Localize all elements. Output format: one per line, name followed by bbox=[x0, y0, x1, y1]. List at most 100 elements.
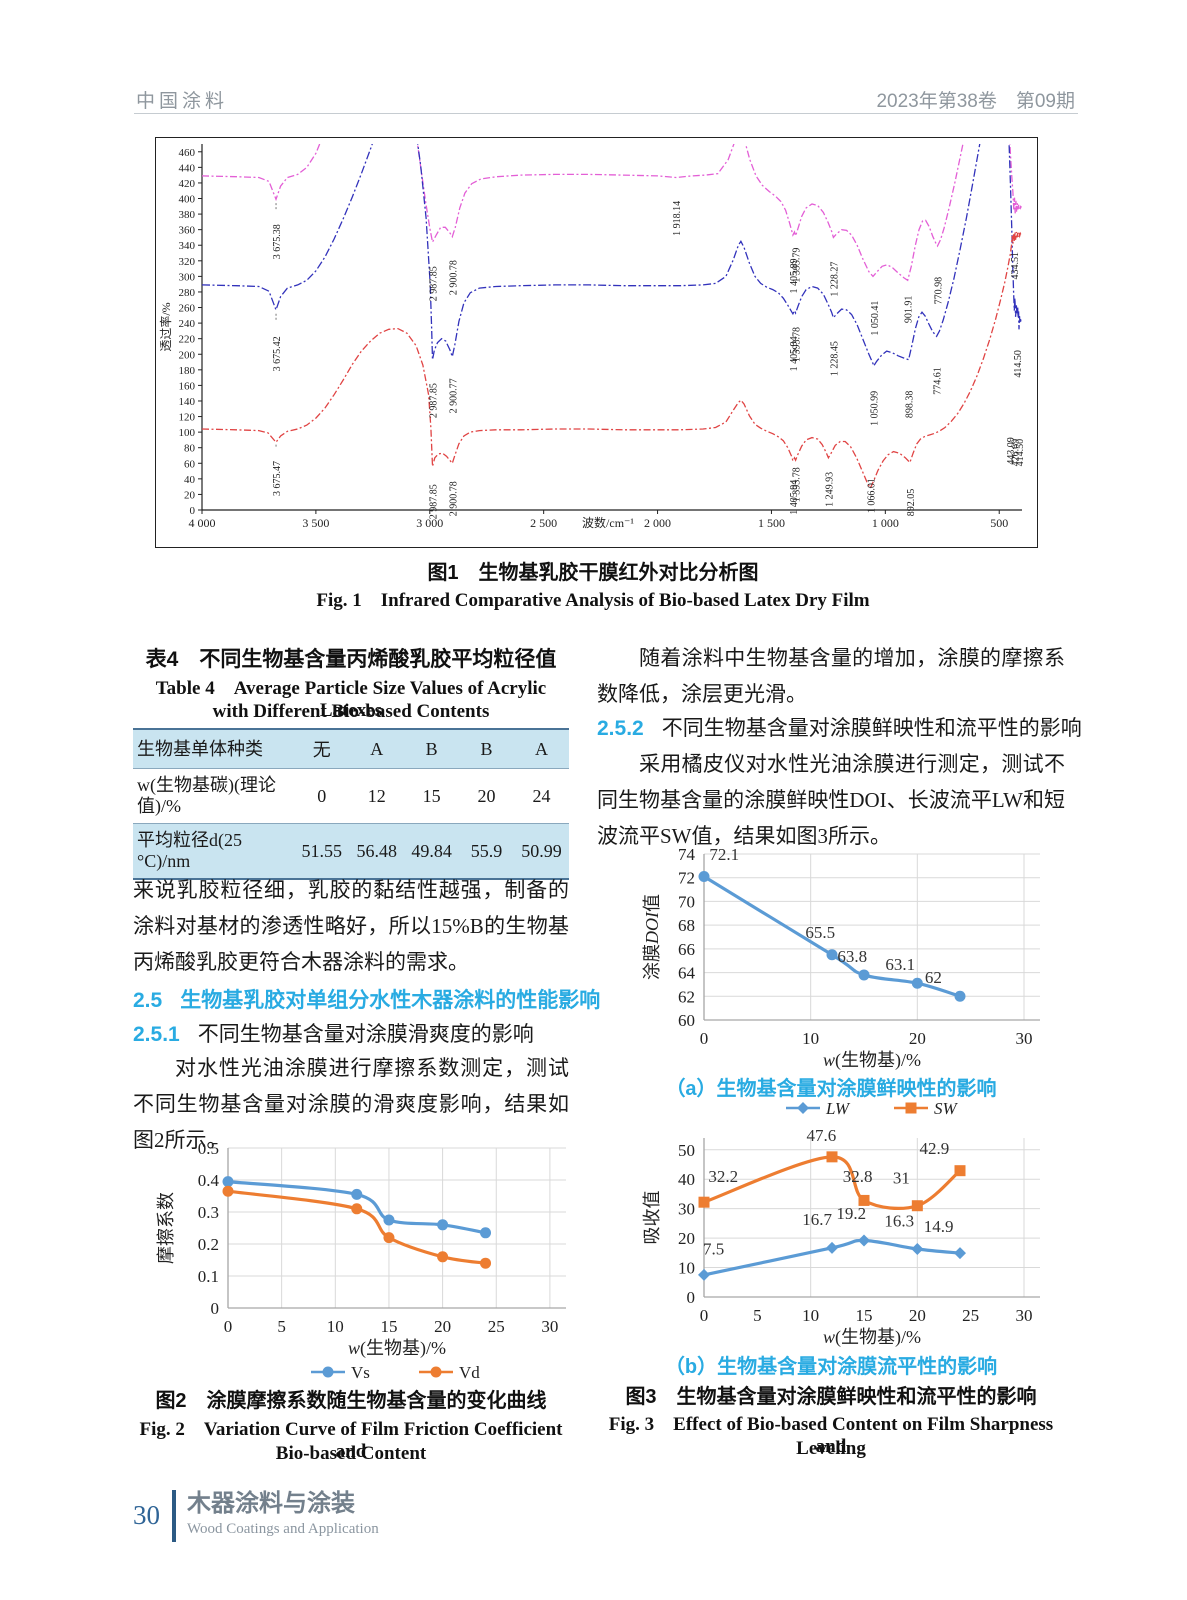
table-cell: 49.84 bbox=[411, 840, 452, 861]
svg-text:0: 0 bbox=[700, 1306, 709, 1325]
svg-text:透过率/%: 透过率/% bbox=[158, 302, 173, 351]
svg-text:2 987.85: 2 987.85 bbox=[429, 484, 440, 519]
svg-text:30: 30 bbox=[541, 1317, 558, 1336]
friction-coefficient-chart: 0 0.1 0.2 0.3 0.4 0.5 0 5 10 15 20 25 30 摩擦系数 w(生物基)/%… bbox=[156, 1139, 566, 1382]
figure3-caption-zh: 图3 生物基含量对涂膜鲜映性和流平性的影响 bbox=[625, 1386, 1037, 1408]
svg-text:25: 25 bbox=[962, 1306, 979, 1325]
svg-text:901.91: 901.91 bbox=[904, 296, 915, 324]
table4-title-en-1: Table 4 Average Particle Size Values of … bbox=[155, 678, 547, 721]
svg-text:68: 68 bbox=[678, 916, 695, 935]
svg-text:63.8: 63.8 bbox=[837, 947, 867, 966]
svg-text:0: 0 bbox=[700, 1029, 709, 1048]
svg-text:80: 80 bbox=[184, 443, 196, 455]
svg-text:5: 5 bbox=[753, 1306, 762, 1325]
svg-text:62: 62 bbox=[678, 987, 695, 1006]
svg-text:摩擦系数: 摩擦系数 bbox=[156, 1192, 176, 1264]
svg-text:10: 10 bbox=[678, 1259, 695, 1278]
svg-text:0.2: 0.2 bbox=[198, 1235, 219, 1254]
paragraph-doi-test: 采用橘皮仪对水性光油涂膜进行测定，测试不同生物基含量的涂膜鲜映性DOI、长波流平… bbox=[597, 752, 1065, 848]
svg-text:1 393.78: 1 393.78 bbox=[792, 327, 803, 362]
table-row: w(生物基碳)(理论值)/% 0 12 15 20 24 bbox=[133, 769, 569, 824]
svg-text:160: 160 bbox=[179, 380, 196, 392]
svg-text:LW: LW bbox=[825, 1099, 851, 1118]
svg-text:420: 420 bbox=[179, 178, 196, 190]
svg-text:0: 0 bbox=[190, 505, 196, 517]
figure3a-caption: （a）生物基含量对涂膜鲜映性的影响 bbox=[665, 1078, 997, 1100]
paragraph-friction-test: 对水性光油涂膜进行摩擦系数测定，测试不同生物基含量对涂膜的滑爽度影响，结果如图2… bbox=[133, 1056, 569, 1152]
svg-text:1 393.78: 1 393.78 bbox=[792, 467, 803, 502]
svg-text:1 050.41: 1 050.41 bbox=[870, 301, 881, 336]
svg-text:340: 340 bbox=[179, 240, 196, 252]
svg-text:414.50: 414.50 bbox=[1015, 439, 1026, 467]
figure1-caption-en: Fig. 1 Infrared Comparative Analysis of … bbox=[316, 590, 870, 611]
svg-text:220: 220 bbox=[179, 334, 196, 346]
svg-text:19.2: 19.2 bbox=[836, 1204, 866, 1223]
svg-text:50: 50 bbox=[678, 1141, 695, 1160]
svg-text:380: 380 bbox=[179, 209, 196, 221]
svg-text:280: 280 bbox=[179, 287, 196, 299]
doi-chart: 60 62 64 66 68 70 72 74 0 10 20 30 涂膜DOI值 w(生物基)/% 72.… bbox=[642, 845, 1040, 1071]
svg-text:10: 10 bbox=[802, 1029, 819, 1048]
svg-text:898.38: 898.38 bbox=[905, 391, 916, 419]
table-cell: 15 bbox=[422, 785, 441, 806]
footer-journal-en: Wood Coatings and Application bbox=[187, 1521, 379, 1537]
svg-text:65.5: 65.5 bbox=[805, 923, 835, 942]
svg-text:16.3: 16.3 bbox=[884, 1211, 914, 1230]
svg-text:1 405.89: 1 405.89 bbox=[789, 259, 800, 294]
svg-text:20: 20 bbox=[678, 1229, 695, 1248]
svg-text:1 918.14: 1 918.14 bbox=[672, 201, 683, 236]
svg-text:2 900.77: 2 900.77 bbox=[448, 378, 459, 413]
svg-text:SW: SW bbox=[934, 1099, 959, 1118]
svg-text:20: 20 bbox=[909, 1029, 926, 1048]
svg-text:42.9: 42.9 bbox=[920, 1139, 950, 1158]
svg-text:0.3: 0.3 bbox=[198, 1203, 219, 1222]
svg-text:15: 15 bbox=[380, 1317, 397, 1336]
svg-text:3 500: 3 500 bbox=[302, 516, 329, 530]
svg-text:1 249.93: 1 249.93 bbox=[824, 472, 835, 507]
svg-text:40: 40 bbox=[184, 474, 196, 486]
section-title-2-5-1: 不同生物基含量对涂膜滑爽度的影响 bbox=[197, 1022, 534, 1046]
svg-text:72: 72 bbox=[678, 869, 695, 888]
table-cell: 51.55 bbox=[301, 840, 343, 861]
table-cell: B bbox=[425, 738, 438, 759]
svg-text:1 000: 1 000 bbox=[872, 516, 899, 530]
svg-text:10: 10 bbox=[802, 1306, 819, 1325]
table-cell: 56.48 bbox=[356, 840, 397, 861]
svg-text:2 500: 2 500 bbox=[530, 516, 557, 530]
svg-text:1 228.27: 1 228.27 bbox=[829, 262, 840, 297]
svg-text:47.6: 47.6 bbox=[806, 1126, 836, 1145]
table-cell: 20 bbox=[477, 785, 496, 806]
header-issue: 2023年第38卷 第09期 bbox=[876, 91, 1075, 112]
table-row: 生物基单体种类 无 A B B A bbox=[133, 729, 569, 769]
svg-text:20: 20 bbox=[184, 489, 196, 501]
table-cell: B bbox=[480, 738, 493, 759]
leveling-chart: 0 10 20 30 40 50 0 5 10 15 20 25 30 吸收值 w(生物基)/% 7.5 16.… bbox=[642, 1099, 1040, 1348]
svg-text:32.2: 32.2 bbox=[708, 1167, 738, 1186]
table-cell: 50.99 bbox=[521, 840, 562, 861]
figure2-caption-en-2: Bio-based Content bbox=[275, 1443, 427, 1464]
svg-text:200: 200 bbox=[179, 349, 196, 361]
figure1-frame: 0 20 40 60 80 100 120 140 160 180 200 220 240 260 280 3… bbox=[155, 137, 1038, 548]
table-row-label: 平均粒径d(25 °C)/nm bbox=[137, 830, 242, 871]
svg-text:140: 140 bbox=[179, 396, 196, 408]
svg-text:1 393.79: 1 393.79 bbox=[792, 248, 803, 283]
svg-text:w(生物基)/%: w(生物基)/% bbox=[348, 1338, 446, 1359]
svg-text:443.09: 443.09 bbox=[1006, 437, 1017, 465]
svg-text:60: 60 bbox=[678, 1011, 695, 1030]
svg-text:434.51: 434.51 bbox=[1010, 252, 1021, 280]
figure3-caption-en-1: Fig. 3 Effect of Bio-based Content on Fi… bbox=[608, 1414, 1054, 1457]
svg-text:30: 30 bbox=[1016, 1306, 1033, 1325]
svg-text:414.50: 414.50 bbox=[1013, 350, 1024, 378]
table-row-label: 生物基单体种类 bbox=[137, 738, 263, 759]
section-title-2-5: 生物基乳胶对单组分水性木器涂料的性能影响 bbox=[180, 989, 601, 1012]
svg-text:1 405.94: 1 405.94 bbox=[789, 480, 800, 515]
svg-text:66: 66 bbox=[678, 940, 695, 959]
table4-title-zh: 表4 不同生物基含量丙烯酸乳胶平均粒径值 bbox=[145, 648, 557, 671]
svg-text:0.5: 0.5 bbox=[198, 1139, 219, 1158]
svg-text:240: 240 bbox=[179, 318, 196, 330]
section-number-2-5-1: 2.5.1 bbox=[133, 1023, 180, 1046]
svg-text:5: 5 bbox=[277, 1317, 286, 1336]
svg-text:60: 60 bbox=[184, 458, 196, 470]
